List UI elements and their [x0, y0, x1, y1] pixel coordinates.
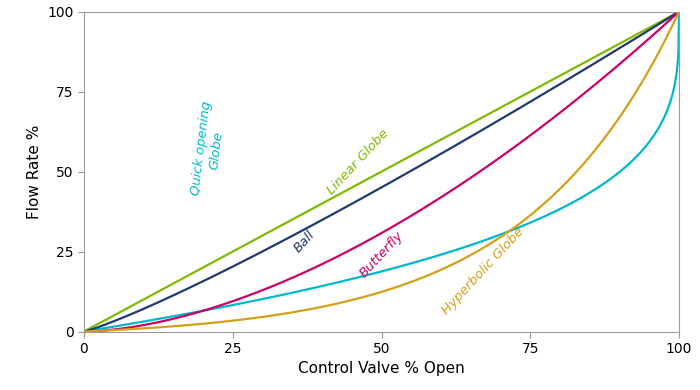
- Text: Linear Globe: Linear Globe: [324, 127, 391, 197]
- Y-axis label: Flow Rate %: Flow Rate %: [27, 124, 42, 219]
- Text: Butterfly: Butterfly: [357, 229, 406, 280]
- X-axis label: Control Valve % Open: Control Valve % Open: [298, 362, 465, 376]
- Text: Hyperbolic Globe: Hyperbolic Globe: [439, 225, 526, 317]
- Text: Quick opening
Globe: Quick opening Globe: [189, 100, 229, 198]
- Text: Ball: Ball: [291, 229, 317, 255]
